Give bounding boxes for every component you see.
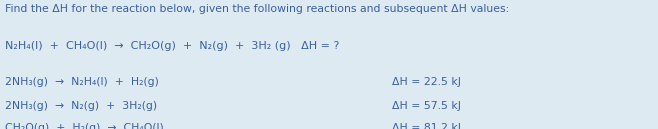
Text: N₂H₄(l)  +  CH₄O(l)  →  CH₂O(g)  +  N₂(g)  +  3H₂ (g)   ΔH = ?: N₂H₄(l) + CH₄O(l) → CH₂O(g) + N₂(g) + 3H… xyxy=(5,41,340,51)
Text: CH₂O(g)  +  H₂(g)  →  CH₄O(l): CH₂O(g) + H₂(g) → CH₄O(l) xyxy=(5,123,164,129)
Text: 2NH₃(g)  →  N₂H₄(l)  +  H₂(g): 2NH₃(g) → N₂H₄(l) + H₂(g) xyxy=(5,77,159,87)
Text: ΔH = 81.2 kJ: ΔH = 81.2 kJ xyxy=(392,123,461,129)
Text: ΔH = 22.5 kJ: ΔH = 22.5 kJ xyxy=(392,77,461,87)
Text: Find the ΔH for the reaction below, given the following reactions and subsequent: Find the ΔH for the reaction below, give… xyxy=(5,4,509,14)
Text: ΔH = 57.5 kJ: ΔH = 57.5 kJ xyxy=(392,101,461,111)
Text: 2NH₃(g)  →  N₂(g)  +  3H₂(g): 2NH₃(g) → N₂(g) + 3H₂(g) xyxy=(5,101,157,111)
